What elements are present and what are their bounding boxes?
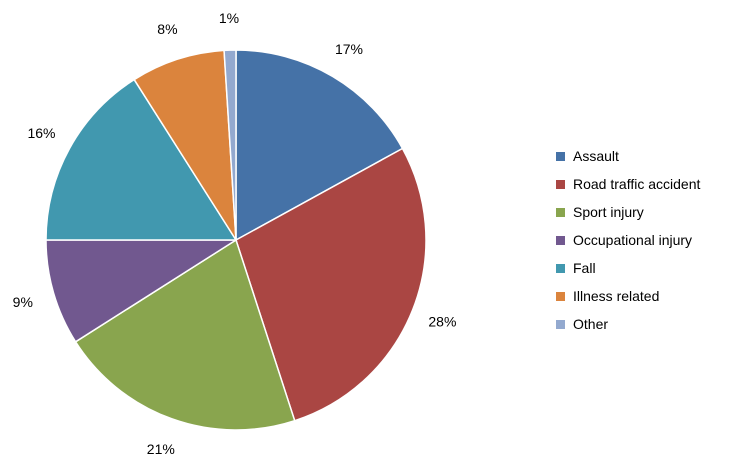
legend-item-occupational-injury: Occupational injury [556, 226, 700, 254]
legend-item-assault: Assault [556, 142, 700, 170]
pie-slice-other [223, 49, 237, 241]
legend-label-assault: Assault [573, 148, 619, 164]
pie-slice-fall [45, 78, 237, 241]
pie-slice-assault [235, 49, 404, 241]
value-label-occupational-injury: 9% [13, 294, 33, 310]
legend-swatch-sport-injury [556, 207, 565, 217]
pie-value-labels: 17% 28% 21% 9% 16% 8% 1% [13, 10, 457, 457]
pie-slice-illness-related [133, 49, 237, 241]
chart-legend: Assault Road traffic accident Sport injury… [556, 142, 700, 338]
legend-label-road-traffic-accident: Road traffic accident [573, 176, 701, 192]
value-label-sport-injury: 21% [147, 441, 175, 457]
value-label-other: 1% [219, 10, 239, 26]
legend-label-fall: Fall [573, 260, 596, 276]
legend-label-illness-related: Illness related [573, 288, 660, 304]
legend-item-sport-injury: Sport injury [556, 198, 700, 226]
legend-item-fall: Fall [556, 254, 700, 282]
legend-swatch-assault [556, 151, 565, 161]
pie-slice-occupational-injury [45, 239, 237, 343]
pie-slice-road-traffic-accident [235, 147, 427, 422]
legend-swatch-road-traffic-accident [556, 179, 565, 189]
legend-label-occupational-injury: Occupational injury [573, 232, 693, 248]
value-label-road-traffic-accident: 28% [428, 314, 456, 330]
legend-swatch-occupational-injury [556, 235, 565, 245]
legend-item-illness-related: Illness related [556, 282, 700, 310]
value-label-assault: 17% [335, 41, 363, 57]
value-label-fall: 16% [27, 125, 55, 141]
legend-label-other: Other [573, 316, 609, 332]
legend-swatch-other [556, 319, 565, 329]
legend-swatch-illness-related [556, 291, 565, 301]
legend-item-road-traffic-accident: Road traffic accident [556, 170, 700, 198]
pie-slices [45, 49, 427, 431]
pie-slice-sport-injury [74, 239, 296, 431]
legend-label-sport-injury: Sport injury [573, 204, 644, 220]
value-label-illness-related: 8% [157, 21, 177, 37]
legend-item-other: Other [556, 310, 700, 338]
legend-swatch-fall [556, 263, 565, 273]
